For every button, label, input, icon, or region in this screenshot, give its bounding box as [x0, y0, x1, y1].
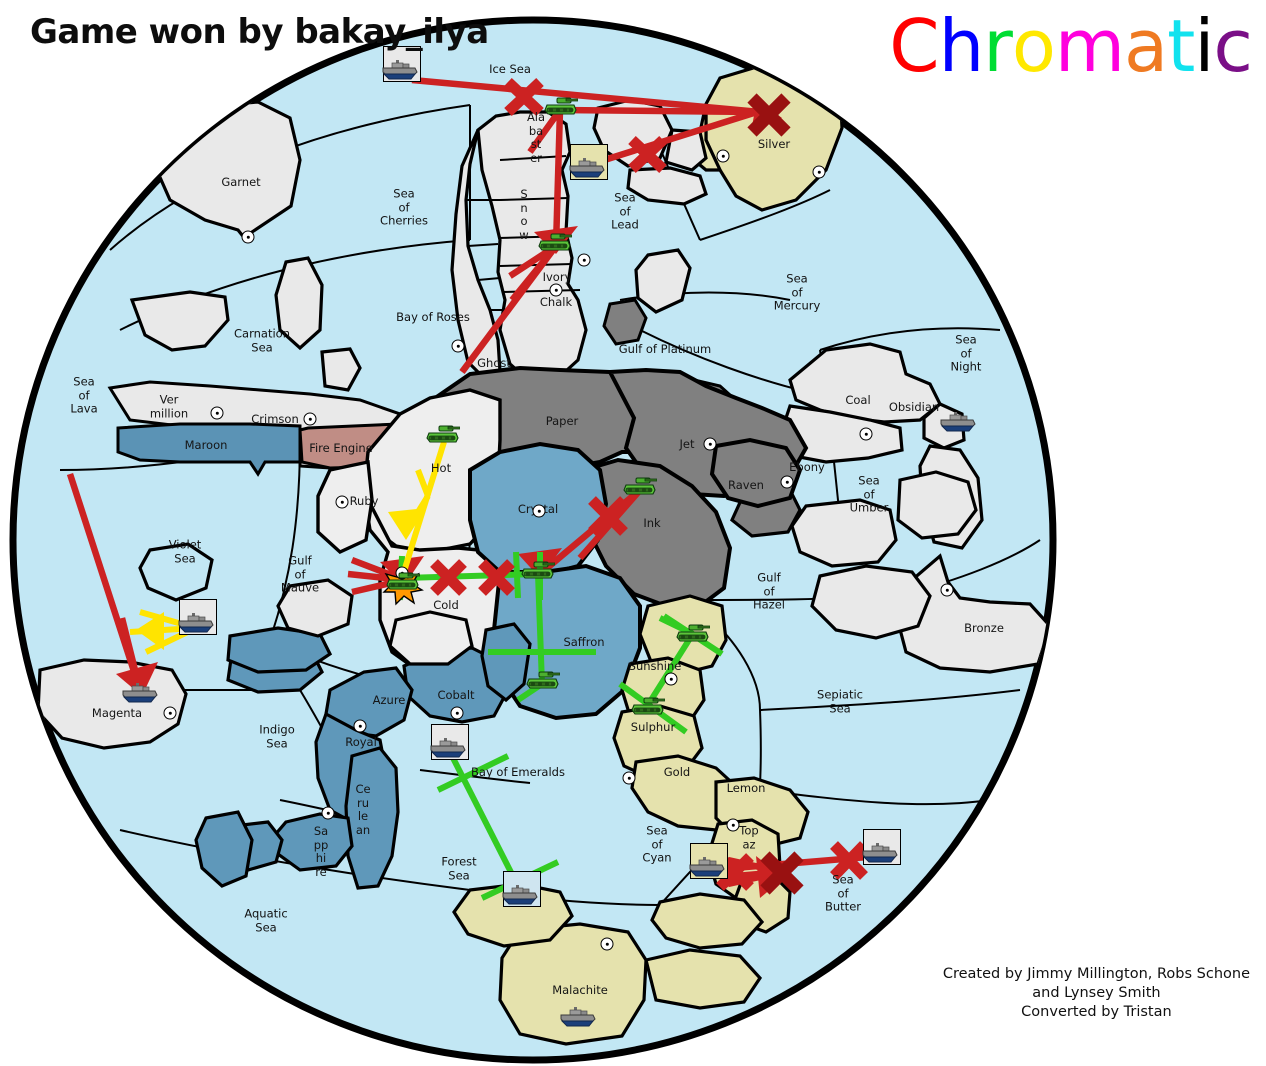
order-arrowheads-convoy [136, 508, 426, 650]
logo-letter-h: h [938, 4, 985, 88]
supply-centre-dot [210, 406, 224, 420]
page-title: Game won by bakay_ilya [30, 12, 489, 52]
supply-centre-dot [303, 412, 317, 426]
supply-centre-dot [703, 437, 717, 451]
supply-centre-dot [549, 283, 563, 297]
supply-centre-dot [241, 230, 255, 244]
army-unit-icon[interactable] [426, 423, 461, 449]
supply-centre-dot [859, 427, 873, 441]
supply-centre-dot [812, 165, 826, 179]
army-unit-icon[interactable] [526, 669, 561, 695]
supply-centre-dot [532, 504, 546, 518]
army-unit-icon[interactable] [544, 95, 579, 121]
army-unit-icon[interactable] [538, 231, 573, 257]
supply-centre-dot [321, 806, 335, 820]
supply-centre-dot [163, 706, 177, 720]
credit-line: and Lynsey Smith [1032, 984, 1161, 1001]
logo-letter-a: a [1124, 4, 1168, 88]
logo-letter-o: o [1011, 4, 1056, 88]
supply-centre-dot [664, 672, 678, 686]
fleet-unit-icon[interactable] [177, 611, 215, 639]
logo-letter-i: i [1194, 4, 1214, 88]
land-southeast-khaki [498, 594, 810, 1046]
supply-centre-dot [353, 719, 367, 733]
credit-line: Created by Jimmy Millington, Robs Schone [942, 965, 1250, 982]
army-unit-icon[interactable] [623, 475, 658, 501]
supply-centre-dot [780, 475, 794, 489]
supply-centre-dot [451, 339, 465, 353]
logo-letter-C: C [889, 4, 939, 88]
army-unit-icon[interactable] [631, 695, 666, 721]
logo-letter-r: r [983, 4, 1013, 88]
fleet-unit-icon[interactable] [568, 156, 606, 184]
land-southwest-blue [194, 622, 532, 890]
supply-centre-dot [622, 771, 636, 785]
supply-centre-dot [577, 253, 591, 267]
fleet-unit-icon[interactable] [501, 883, 539, 911]
fleet-unit-icon[interactable] [861, 841, 899, 869]
supply-centre-dot [716, 149, 730, 163]
fleet-unit-icon[interactable] [939, 410, 977, 438]
logo-letter-t: t [1167, 4, 1195, 88]
fleet-unit-icon[interactable] [429, 736, 467, 764]
fleet-unit-icon[interactable] [381, 58, 419, 86]
army-unit-icon[interactable] [386, 570, 421, 596]
logo-letter-c: c [1213, 4, 1253, 88]
chromatic-logo: Chromatic [889, 4, 1253, 88]
army-unit-icon[interactable] [521, 559, 556, 585]
army-unit-icon[interactable] [676, 622, 711, 648]
fleet-unit-icon[interactable] [688, 855, 726, 883]
order-bounce-crosses [430, 77, 868, 895]
supply-centre-dot [335, 495, 349, 509]
logo-letter-m: m [1054, 4, 1125, 88]
fleet-unit-icon[interactable] [559, 1005, 597, 1033]
supply-centre-dot [940, 583, 954, 597]
supply-centre-dot [726, 818, 740, 832]
supply-centre-dot [600, 937, 614, 951]
fleet-unit-icon[interactable] [121, 681, 159, 709]
land-misc-pale [36, 470, 978, 948]
credits: Created by Jimmy Millington, Robs Schone… [943, 965, 1250, 1022]
supply-centre-dot [450, 706, 464, 720]
credit-line: Converted by Tristan [1021, 1003, 1172, 1020]
